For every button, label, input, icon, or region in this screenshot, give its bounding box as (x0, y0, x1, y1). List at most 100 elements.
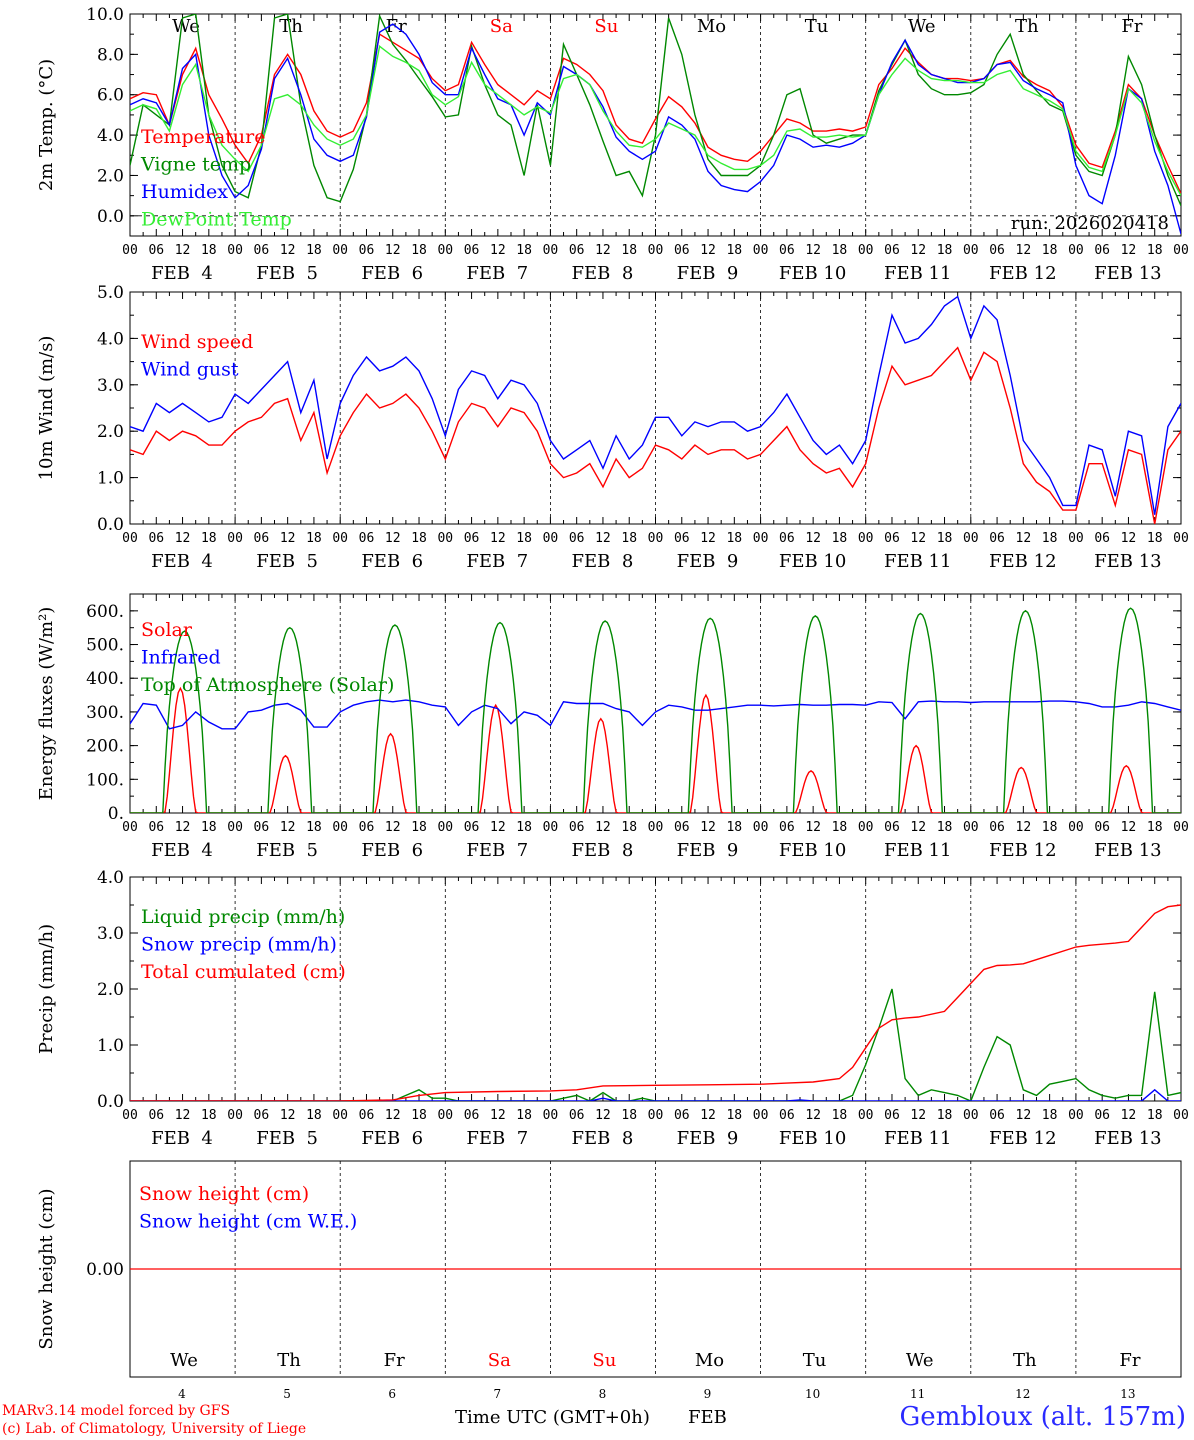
x-hour-label: 00 (858, 820, 874, 835)
x-date-label: FEB 9 (677, 840, 739, 861)
legend-entry: Wind speed (141, 331, 253, 353)
y-tick-label: 5.0 (97, 283, 124, 303)
weekday-label: Th (1013, 1350, 1037, 1371)
x-hour-label: 18 (201, 820, 217, 835)
x-date-label: FEB 8 (572, 551, 634, 572)
x-hour-label: 06 (1094, 820, 1110, 835)
x-date-label: FEB 10 (779, 263, 846, 284)
x-date-label: FEB 6 (361, 1128, 423, 1149)
weekday-label: Fr (384, 1350, 405, 1371)
x-hour-label: 18 (411, 243, 427, 258)
x-hour-label: 00 (1173, 1108, 1189, 1123)
x-hour-label: 00 (1068, 243, 1084, 258)
x-hour-label: 12 (910, 1108, 926, 1123)
x-hour-label: 00 (332, 243, 348, 258)
x-hour-label: 12 (910, 531, 926, 546)
x-hour-label: 00 (543, 1108, 559, 1123)
x-hour-label: 06 (464, 243, 480, 258)
x-hour-label: 00 (437, 243, 453, 258)
x-hour-label: 00 (1173, 820, 1189, 835)
panel-snow: 0.00 Snow height (cm) Snow height (cm) Snow… (36, 1160, 1182, 1401)
x-hour-label: 06 (989, 820, 1005, 835)
x-hour-label: 06 (359, 243, 375, 258)
series-line-total-cumulated-cm- (130, 904, 1181, 1101)
panel-wind: 0.0 1.0 2.0 3.0 4.0 5.0 10m Wind (m/s) 00 06 12 18… (36, 283, 1189, 572)
model-credit: MARv3.14 model forced by GFS (2, 1403, 231, 1419)
x-hour-label: 00 (437, 820, 453, 835)
day-number-label: 6 (388, 1387, 396, 1401)
x-hour-label: 06 (359, 1108, 375, 1123)
x-hour-label: 06 (569, 243, 585, 258)
x-hour-label: 18 (516, 820, 532, 835)
x-date-label: FEB 8 (572, 840, 634, 861)
x-date-label: FEB 11 (884, 263, 951, 284)
x-hour-label: 12 (910, 243, 926, 258)
x-hour-label: 12 (385, 1108, 401, 1123)
x-hour-label: 18 (832, 531, 848, 546)
series-line-top-of-atmosphere-solar- (130, 607, 1181, 813)
x-hour-label: 12 (280, 1108, 296, 1123)
y-tick-label: 0.0 (97, 207, 124, 227)
y-tick-label: 400. (86, 669, 124, 689)
legend-entry: Total cumulated (cm) (141, 961, 346, 983)
day-number-label: 12 (1015, 1387, 1030, 1401)
x-hour-label: 12 (280, 820, 296, 835)
x-hour-label: 00 (858, 243, 874, 258)
x-hour-label: 12 (595, 243, 611, 258)
x-hour-label: 00 (437, 1108, 453, 1123)
x-date-label: FEB 7 (466, 263, 528, 284)
legend-entry: Snow height (cm) (139, 1183, 309, 1205)
x-hour-label: 18 (621, 1108, 637, 1123)
x-hour-label: 18 (726, 820, 742, 835)
x-hour-label: 06 (989, 243, 1005, 258)
y-tick-label: 2.0 (97, 980, 124, 1000)
x-hour-label: 00 (1173, 531, 1189, 546)
day-number-label: 5 (283, 1387, 291, 1401)
x-hour-label: 18 (201, 243, 217, 258)
x-hour-label: 06 (254, 1108, 270, 1123)
x-hour-label: 12 (700, 531, 716, 546)
x-hour-label: 00 (332, 531, 348, 546)
x-hour-label: 18 (726, 1108, 742, 1123)
x-hour-label: 12 (385, 243, 401, 258)
x-hour-label: 00 (753, 243, 769, 258)
x-date-label: FEB 13 (1094, 1128, 1161, 1149)
x-date-label: FEB 6 (361, 263, 423, 284)
series-line-snow-precip-mm-h- (130, 1088, 1181, 1101)
x-hour-label: 06 (884, 1108, 900, 1123)
x-date-label: FEB 5 (256, 551, 318, 572)
x-hour-label: 06 (464, 1108, 480, 1123)
x-date-label: FEB 8 (572, 1128, 634, 1149)
y-tick-label: 0.00 (86, 1260, 124, 1280)
series-line-solar (130, 686, 1181, 813)
x-hour-label: 00 (227, 531, 243, 546)
x-hour-label: 18 (306, 1108, 322, 1123)
x-hour-label: 18 (1147, 531, 1163, 546)
x-hour-label: 12 (805, 1108, 821, 1123)
x-hour-label: 18 (516, 243, 532, 258)
y-tick-label: 300. (86, 703, 124, 723)
legend-entry: Temperature (141, 126, 265, 148)
x-hour-label: 00 (858, 1108, 874, 1123)
x-hour-label: 12 (385, 531, 401, 546)
x-hour-label: 00 (963, 243, 979, 258)
y-tick-label: 4.0 (97, 868, 124, 888)
x-hour-label: 00 (648, 820, 664, 835)
x-hour-label: 00 (227, 1108, 243, 1123)
weekday-label: We (908, 16, 936, 37)
x-hour-label: 12 (1016, 1108, 1032, 1123)
x-hour-label: 00 (858, 531, 874, 546)
x-date-label: FEB 9 (677, 1128, 739, 1149)
x-hour-label: 06 (1094, 243, 1110, 258)
weekday-label: Tu (805, 16, 829, 37)
y-tick-label: 2.0 (97, 422, 124, 442)
x-date-label: FEB 13 (1094, 840, 1161, 861)
series-line-humidex (130, 23, 1181, 235)
x-hour-label: 06 (464, 820, 480, 835)
x-hour-label: 00 (543, 243, 559, 258)
x-hour-label: 18 (832, 1108, 848, 1123)
y-tick-label: 500. (86, 636, 124, 656)
x-hour-label: 12 (1016, 531, 1032, 546)
legend-entry: DewPoint Temp (141, 209, 292, 231)
y-axis-label: Snow height (cm) (36, 1188, 57, 1349)
